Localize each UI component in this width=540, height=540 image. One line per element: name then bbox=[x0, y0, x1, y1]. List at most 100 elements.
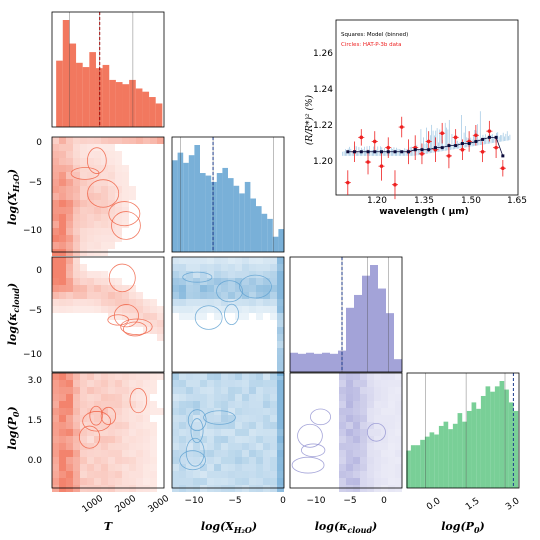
density-cell bbox=[52, 387, 59, 394]
density-cell bbox=[395, 457, 402, 464]
density-cell bbox=[52, 394, 59, 401]
model-square bbox=[454, 144, 458, 148]
density-cell bbox=[339, 408, 346, 415]
panel-frame bbox=[171, 136, 285, 253]
density-cell bbox=[129, 373, 136, 380]
density-cell bbox=[374, 436, 381, 443]
density-cell bbox=[59, 228, 66, 235]
density-cell bbox=[143, 313, 150, 320]
density-cell bbox=[388, 380, 395, 387]
density-cell bbox=[200, 457, 207, 464]
hist-bar bbox=[69, 43, 77, 127]
contour-line bbox=[120, 318, 153, 335]
density-cell bbox=[186, 313, 193, 320]
density-cell bbox=[101, 415, 108, 422]
density-cell bbox=[66, 200, 73, 207]
density-cell bbox=[122, 380, 129, 387]
density-cell bbox=[52, 285, 59, 292]
density-cell bbox=[360, 408, 367, 415]
density-cell bbox=[52, 151, 59, 158]
density-cell bbox=[228, 264, 235, 271]
density-cell bbox=[73, 235, 80, 242]
density-cell bbox=[200, 306, 207, 313]
density-cell bbox=[87, 306, 94, 313]
density-cell bbox=[214, 264, 221, 271]
data-point bbox=[460, 147, 465, 152]
density-cell bbox=[59, 292, 66, 299]
density-cell bbox=[256, 422, 263, 429]
density-cell bbox=[367, 471, 374, 478]
density-cell bbox=[80, 200, 87, 207]
density-cell bbox=[339, 415, 346, 422]
density-cell bbox=[122, 387, 129, 394]
density-cell bbox=[395, 422, 402, 429]
density-cell bbox=[73, 200, 80, 207]
hist-bar bbox=[499, 381, 505, 488]
density-cell bbox=[150, 422, 157, 429]
density-cell bbox=[395, 471, 402, 478]
xlabel-T: T bbox=[104, 520, 113, 533]
spectrum-ytick-1: 1.22 bbox=[313, 121, 333, 131]
density-cell bbox=[108, 193, 115, 200]
density-cell bbox=[374, 408, 381, 415]
density-cell bbox=[270, 429, 277, 436]
density-cell bbox=[381, 401, 388, 408]
density-cell bbox=[339, 380, 346, 387]
density-cell bbox=[395, 436, 402, 443]
density-cell bbox=[256, 292, 263, 299]
density-cell bbox=[94, 422, 101, 429]
density-cell bbox=[353, 450, 360, 457]
density-cell bbox=[87, 186, 94, 193]
hist-bar bbox=[272, 236, 279, 252]
contour-line bbox=[129, 387, 148, 414]
hist-bar bbox=[504, 389, 509, 488]
density-cell bbox=[80, 387, 87, 394]
contour-line bbox=[239, 274, 272, 299]
spectrum-xtick-2: 1.50 bbox=[461, 196, 481, 206]
density-cell bbox=[207, 415, 214, 422]
hist-bar bbox=[466, 410, 472, 488]
density-cell bbox=[143, 299, 150, 306]
density-cell bbox=[395, 464, 402, 471]
density-cell bbox=[136, 457, 143, 464]
density-cell bbox=[207, 443, 214, 450]
density-cell bbox=[200, 373, 207, 380]
density-cell bbox=[73, 221, 80, 228]
density-cell bbox=[115, 457, 122, 464]
density-cell bbox=[270, 278, 277, 285]
density-cell bbox=[374, 429, 381, 436]
density-cell bbox=[388, 436, 395, 443]
density-cell bbox=[221, 264, 228, 271]
density-cell bbox=[221, 485, 228, 492]
density-cell bbox=[381, 464, 388, 471]
density-cell bbox=[129, 450, 136, 457]
density-cell bbox=[339, 401, 346, 408]
density-cell bbox=[193, 429, 200, 436]
density-cell bbox=[150, 443, 157, 450]
density-cell bbox=[200, 387, 207, 394]
density-cell bbox=[277, 373, 284, 380]
density-cell bbox=[270, 313, 277, 320]
density-cell bbox=[346, 450, 353, 457]
density-cell bbox=[94, 292, 101, 299]
density-cell bbox=[59, 306, 66, 313]
density-cell bbox=[94, 179, 101, 186]
density-cell bbox=[80, 380, 87, 387]
density-cell bbox=[214, 313, 221, 320]
density-cell bbox=[249, 278, 256, 285]
hist-bar bbox=[476, 408, 481, 488]
density-cell bbox=[228, 422, 235, 429]
density-cell bbox=[115, 151, 122, 158]
density-cell bbox=[179, 264, 186, 271]
contour-line bbox=[291, 456, 325, 474]
density-cell bbox=[367, 485, 374, 492]
density-cell bbox=[346, 471, 353, 478]
hist-bar bbox=[370, 265, 378, 372]
density-cell bbox=[256, 313, 263, 320]
density-cell bbox=[263, 373, 270, 380]
density-cell bbox=[66, 193, 73, 200]
density-cell bbox=[59, 422, 66, 429]
density-cell bbox=[270, 271, 277, 278]
density-cell bbox=[353, 443, 360, 450]
density-cell bbox=[249, 373, 256, 380]
